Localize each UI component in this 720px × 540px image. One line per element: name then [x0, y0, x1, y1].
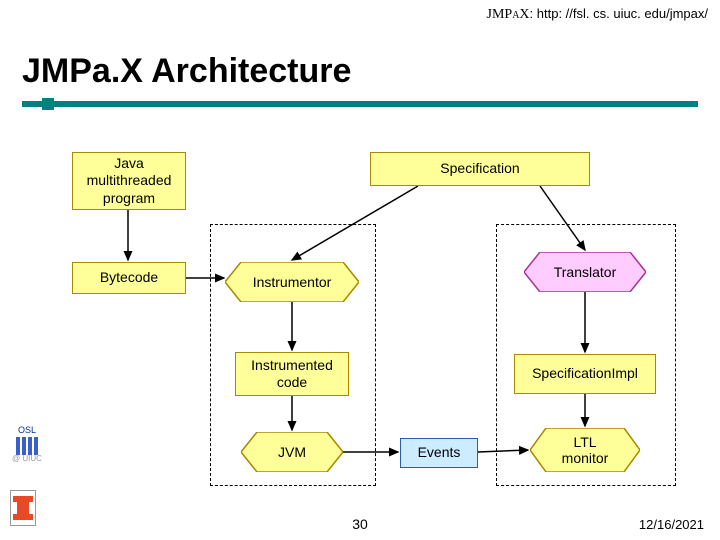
node-events: Events — [400, 438, 478, 468]
diagram-stage: Java multithreaded program Specification B… — [0, 0, 720, 540]
translator-label: Translator — [554, 264, 617, 280]
node-instr_code: Instrumented code — [235, 352, 349, 396]
instrumentor-label: Instrumentor — [253, 274, 332, 290]
slide-date: 12/16/2021 — [639, 517, 704, 532]
node-instrumentor: Instrumentor — [225, 262, 359, 302]
slide-number: 30 — [0, 516, 720, 532]
jvm-label: JVM — [278, 444, 306, 460]
osl-logo: OSL @ UIUC — [6, 426, 48, 462]
node-jvm: JVM — [241, 432, 343, 472]
node-ltl_monitor: LTL monitor — [530, 428, 640, 472]
node-spec_impl: SpecificationImpl — [514, 354, 656, 394]
node-spec: Specification — [370, 152, 590, 186]
node-bytecode: Bytecode — [72, 262, 186, 294]
node-java_prog: Java multithreaded program — [72, 152, 186, 210]
ltl_monitor-label: LTL monitor — [562, 434, 609, 466]
node-translator: Translator — [524, 252, 646, 292]
